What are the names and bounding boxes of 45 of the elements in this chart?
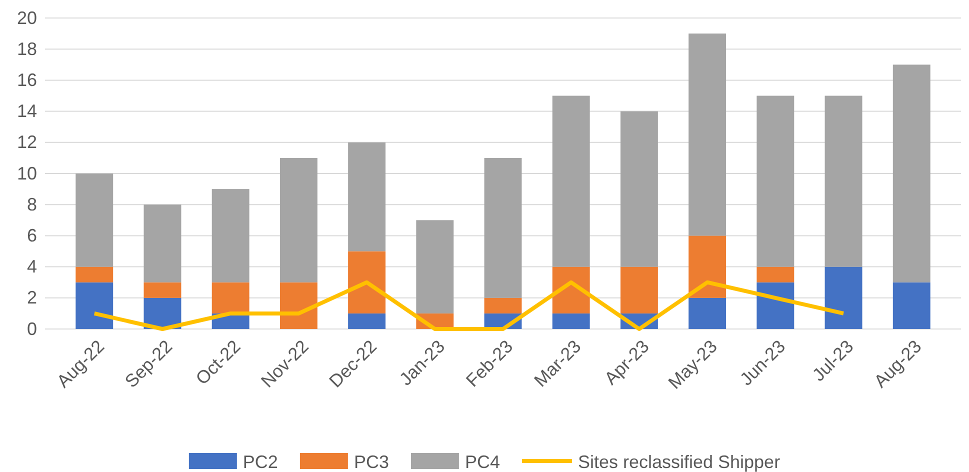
bar <box>348 313 386 329</box>
y-tick-label: 18 <box>16 38 37 59</box>
bar <box>76 266 114 282</box>
legend-label: PC2 <box>242 452 278 472</box>
bar <box>552 313 590 329</box>
y-tick-label: 6 <box>26 225 37 246</box>
bar <box>892 282 930 329</box>
y-tick-label: 10 <box>16 163 37 184</box>
bar <box>552 96 590 267</box>
bar <box>76 282 114 329</box>
legend-label: Sites reclassified Shipper <box>578 452 780 472</box>
bar <box>756 96 794 267</box>
bar <box>892 64 930 282</box>
bar <box>76 174 114 267</box>
bar <box>756 266 794 282</box>
bar <box>484 158 522 298</box>
bar <box>280 158 318 282</box>
bar <box>756 282 794 329</box>
legend-label: PC3 <box>354 452 389 472</box>
bar <box>212 282 250 314</box>
bar <box>416 220 454 314</box>
y-tick-label: 14 <box>16 101 37 122</box>
y-tick-label: 16 <box>16 70 37 90</box>
bar <box>348 251 386 314</box>
bar <box>144 204 182 282</box>
legend-label: PC4 <box>464 452 500 472</box>
line-series <box>92 280 846 331</box>
y-tick-label: 0 <box>26 318 37 339</box>
bar <box>824 266 862 329</box>
bar <box>620 111 658 267</box>
bar <box>688 236 726 298</box>
bar <box>688 298 726 329</box>
bar <box>280 282 318 329</box>
bar <box>348 142 386 252</box>
y-tick-label: 2 <box>26 288 37 308</box>
bar <box>824 96 862 267</box>
y-tick-label: 20 <box>16 8 37 28</box>
bar <box>688 34 726 236</box>
bar <box>484 298 522 314</box>
bar <box>620 266 658 314</box>
y-tick-label: 4 <box>26 256 37 277</box>
y-tick-label: 8 <box>26 194 37 214</box>
bar <box>144 282 182 298</box>
bar <box>212 189 250 282</box>
y-tick-label: 12 <box>16 132 37 152</box>
